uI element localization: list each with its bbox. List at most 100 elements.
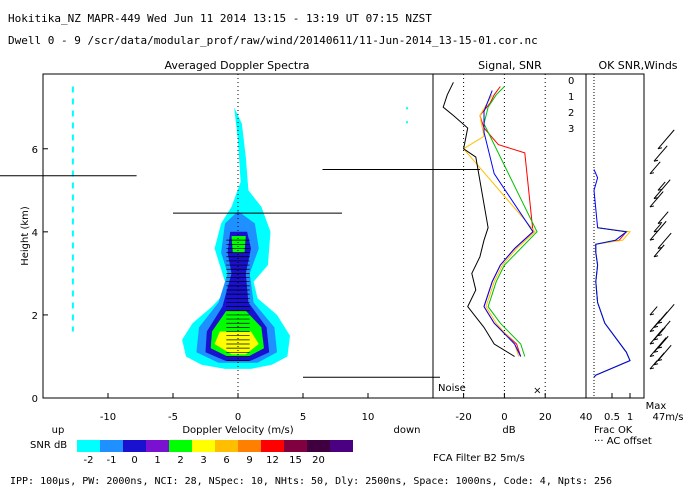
wind-barb-head bbox=[653, 350, 659, 353]
colorbar-swatch-0 bbox=[77, 440, 100, 452]
wind-barb-head bbox=[649, 205, 655, 208]
wind-barb-head bbox=[657, 334, 663, 337]
colorbar-swatch-9 bbox=[284, 440, 307, 452]
snr-frame bbox=[432, 73, 587, 399]
wind-barb bbox=[653, 244, 665, 258]
colorbar-swatch-10 bbox=[307, 440, 330, 452]
x-tick-label: 0 bbox=[235, 412, 241, 423]
wind-barb-head bbox=[653, 338, 659, 341]
wind-barb bbox=[653, 179, 671, 199]
wind-barb bbox=[657, 211, 669, 224]
wind-barb-head bbox=[657, 222, 663, 225]
wind-barb bbox=[657, 335, 669, 349]
colorbar: -2 -1 0 1 2 3 6 9 12 15 20 bbox=[77, 440, 353, 466]
wind-barb bbox=[657, 232, 672, 249]
snr-series-3 bbox=[483, 90, 534, 357]
legend-entry-1: 1 bbox=[568, 92, 574, 103]
max-value: 47m/s bbox=[652, 412, 683, 423]
colorbar-tick-0: -2 bbox=[84, 455, 94, 466]
spectra-title: Averaged Doppler Spectra bbox=[164, 59, 309, 72]
wind-barb bbox=[649, 306, 658, 316]
wind-barb bbox=[653, 223, 662, 233]
wind-barb-head bbox=[657, 359, 663, 362]
wind-barb-head bbox=[657, 188, 663, 191]
wind-barb-head bbox=[653, 363, 659, 366]
x-label-down: down bbox=[394, 425, 421, 436]
wind-barb-head bbox=[657, 246, 663, 249]
snr-x-tick-label: 40 bbox=[580, 412, 593, 423]
noise-label: Noise bbox=[438, 383, 466, 394]
footer-params: IPP: 100μs, PW: 2000ns, NCI: 28, NSpec: … bbox=[10, 476, 612, 487]
contour-6-4 bbox=[214, 331, 259, 355]
colorbar-tick-7: 9 bbox=[246, 455, 252, 466]
wind-barb-head bbox=[649, 330, 655, 333]
y-tick-label: 6 bbox=[32, 145, 38, 156]
x-tick-label: 5 bbox=[300, 412, 306, 423]
wind-barb-head bbox=[657, 147, 663, 150]
colorbar-tick-4: 2 bbox=[177, 455, 183, 466]
y-tick-label: 4 bbox=[32, 228, 38, 239]
snr-x-tick-label: 0 bbox=[501, 412, 507, 423]
snr-series-1 bbox=[462, 94, 536, 357]
wind-barb bbox=[649, 191, 664, 208]
x-tick-label: -10 bbox=[100, 412, 116, 423]
colorbar-swatch-1 bbox=[100, 440, 123, 452]
winds-frame bbox=[585, 73, 645, 399]
colorbar-label: SNR dB bbox=[30, 440, 67, 451]
x-tick-label: 10 bbox=[362, 412, 375, 423]
colorbar-tick-10: 20 bbox=[312, 455, 325, 466]
wind-barb-head bbox=[653, 197, 659, 200]
wind-barb-head bbox=[649, 313, 655, 316]
x-axis-label: Doppler Velocity (m/s) bbox=[182, 425, 293, 436]
wind-barb bbox=[657, 344, 672, 361]
wind-barb bbox=[653, 145, 668, 162]
max-label: Max bbox=[646, 401, 667, 412]
y-axis-label: Height (km) bbox=[20, 206, 31, 266]
colorbar-swatch-6 bbox=[215, 440, 238, 452]
colorbar-tick-5: 3 bbox=[200, 455, 206, 466]
frac-ok-series-2 bbox=[593, 227, 631, 378]
wind-barb bbox=[649, 161, 661, 175]
colorbar-swatch-3 bbox=[146, 440, 169, 452]
snr-title: Signal, SNR bbox=[478, 59, 542, 72]
wind-barb bbox=[657, 129, 675, 150]
colorbar-tick-9: 15 bbox=[289, 455, 302, 466]
spectra-panel: 0 2 4 6 -10 -5 0 5 10 bbox=[0, 74, 480, 423]
winds-title: OK SNR,Winds bbox=[598, 59, 677, 72]
colorbar-tick-8: 12 bbox=[266, 455, 279, 466]
winds-xlabel-2: ··· AC offset bbox=[594, 436, 652, 447]
frac-ok-series-3 bbox=[593, 169, 631, 378]
header-line-2: Dwell 0 - 9 /scr/data/modular_prof/raw/w… bbox=[8, 34, 538, 47]
colorbar-swatch-2 bbox=[123, 440, 146, 452]
frac-ok-series-0 bbox=[593, 227, 631, 378]
winds-x-tick-label: 0.5 bbox=[604, 412, 620, 423]
filter-label: FCA Filter B2 5m/s bbox=[433, 453, 525, 464]
header-line-1: Hokitika_NZ MAPR-449 Wed Jun 11 2014 13:… bbox=[8, 12, 432, 25]
wind-barb-head bbox=[649, 172, 655, 175]
x-tick-label: -5 bbox=[168, 412, 178, 423]
wind-barb-head bbox=[653, 325, 659, 328]
snr-x-tick-label: -20 bbox=[455, 412, 471, 423]
snr-series-noise bbox=[442, 82, 515, 357]
wind-barb-head bbox=[649, 354, 655, 357]
colorbar-tick-1: -1 bbox=[107, 455, 117, 466]
colorbar-tick-6: 6 bbox=[223, 455, 229, 466]
snr-xlabel: dB bbox=[502, 425, 515, 436]
colorbar-tick-3: 1 bbox=[154, 455, 160, 466]
wind-barb-head bbox=[653, 159, 659, 162]
winds-x-tick-label: 1 bbox=[627, 412, 633, 423]
colorbar-tick-2: 0 bbox=[131, 455, 137, 466]
wind-barb bbox=[657, 304, 675, 324]
colorbar-swatch-7 bbox=[238, 440, 261, 452]
legend-entry-2: 2 bbox=[568, 108, 574, 119]
wind-barb bbox=[649, 220, 667, 241]
wind-barb bbox=[657, 181, 666, 191]
snr-series-0 bbox=[479, 86, 534, 357]
frac-ok-series-1 bbox=[593, 227, 631, 378]
colorbar-swatch-11 bbox=[330, 440, 353, 452]
snr-panel: × -20 0 20 40 0 1 2 3 bbox=[442, 74, 593, 423]
wind-barb-head bbox=[657, 346, 663, 349]
snr-series-2 bbox=[483, 86, 538, 357]
wind-barb-head bbox=[649, 238, 655, 241]
